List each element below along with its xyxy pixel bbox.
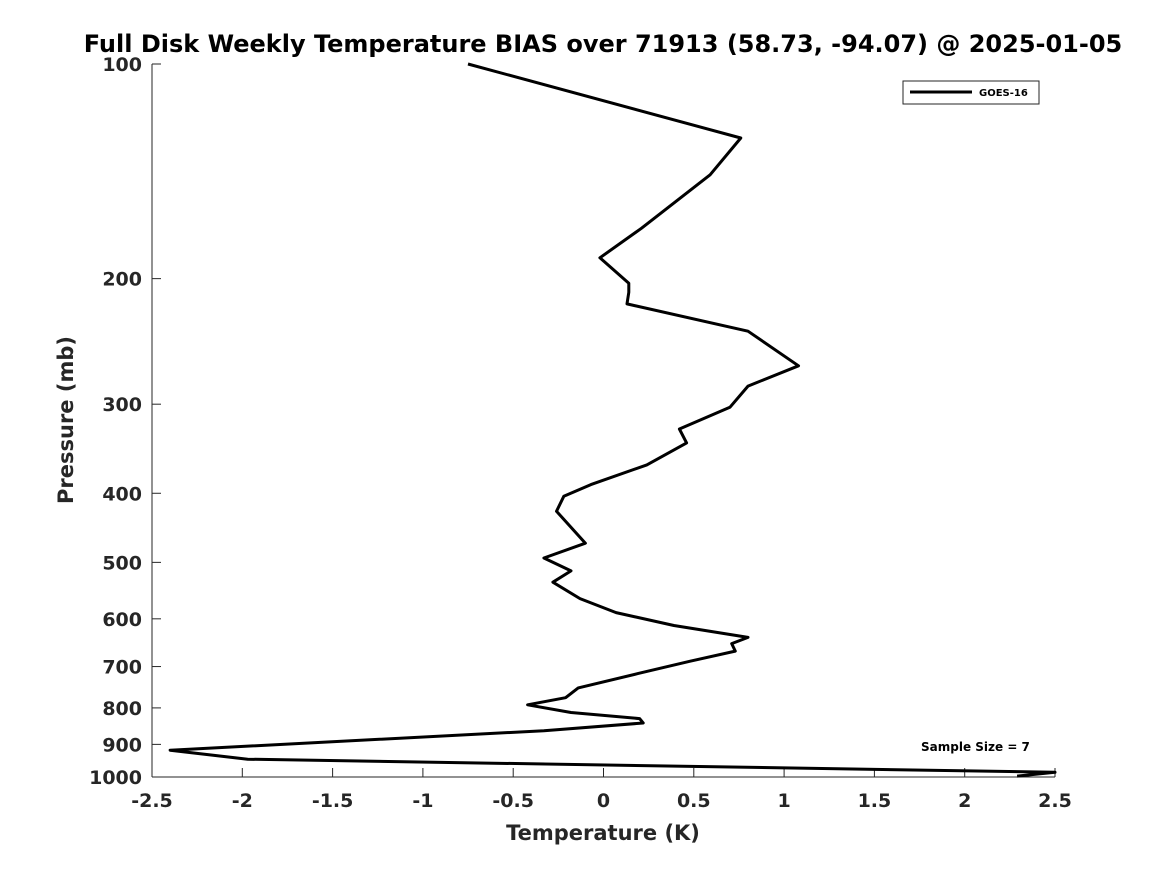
- chart-title: Full Disk Weekly Temperature BIAS over 7…: [84, 30, 1123, 58]
- x-tick-label: -2: [232, 790, 253, 812]
- y-ticks: 100 200 300 400 500 600 700 800 900 1000: [89, 54, 161, 789]
- y-axis-label: Pressure (mb): [54, 336, 78, 504]
- x-tick-label: 2: [958, 790, 971, 812]
- x-tick-label: 2.5: [1038, 790, 1072, 812]
- x-axis-label: Temperature (K): [506, 821, 700, 845]
- legend: GOES-16: [902, 80, 1040, 105]
- y-tick-label: 200: [102, 269, 142, 291]
- x-ticks: -2.5 -2 -1.5 -1 -0.5 0 0.5 1 1.5 2 2.5: [131, 768, 1072, 812]
- y-tick-label: 300: [102, 394, 142, 416]
- y-tick-label: 600: [102, 609, 142, 631]
- x-tick-label: -1: [412, 790, 433, 812]
- x-tick-label: 0.5: [677, 790, 711, 812]
- y-tick-label: 500: [102, 552, 142, 574]
- y-tick-label: 100: [102, 54, 142, 76]
- legend-label-goes16: GOES-16: [979, 88, 1028, 99]
- x-tick-label: 0: [597, 790, 610, 812]
- x-tick-label: -2.5: [131, 790, 173, 812]
- x-tick-label: 1.5: [858, 790, 892, 812]
- y-tick-label: 800: [102, 698, 142, 720]
- x-tick-label: -1.5: [312, 790, 354, 812]
- y-tick-label: 400: [102, 483, 142, 505]
- y-tick-label: 1000: [89, 767, 142, 789]
- series-line-goes16: [168, 62, 1057, 778]
- x-tick-label: -0.5: [492, 790, 534, 812]
- plot-area: [152, 64, 1055, 777]
- y-tick-label: 700: [102, 657, 142, 679]
- series-layer: [168, 62, 1057, 778]
- x-tick-label: 1: [777, 790, 790, 812]
- y-tick-label: 900: [102, 734, 142, 756]
- sample-size-annotation: Sample Size = 7: [921, 740, 1030, 754]
